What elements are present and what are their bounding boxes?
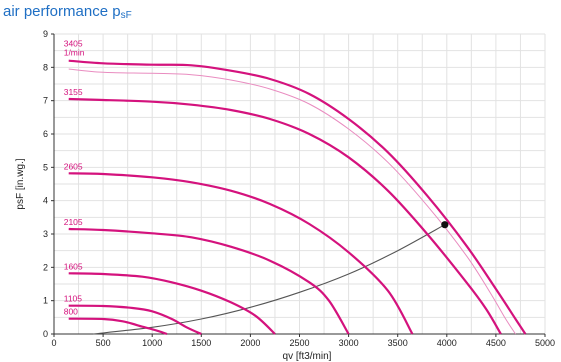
y-tick-label: 2 [43,262,48,272]
speed-label-1605: 1605 [64,261,83,271]
fan-curve-1605 [68,272,276,335]
fan-curve-800 [68,317,168,336]
x-tick-label: 1000 [142,338,162,348]
chart-axes [51,33,546,337]
x-tick-label: 4000 [437,338,457,348]
speed-label-2105: 2105 [64,217,83,227]
system-curve [93,224,446,335]
x-tick-label: 3000 [339,338,359,348]
speed-label-800: 800 [64,307,78,317]
y-tick-label: 5 [43,162,48,172]
x-tick-label: 2000 [240,338,260,348]
fan-curve-2605 [68,172,414,335]
fan-curve-2105 [68,227,350,335]
y-tick-label: 7 [43,96,48,106]
speed-label-3155: 3155 [64,87,83,97]
x-tick-label: 0 [51,338,56,348]
x-axis-label: qv [ft3/min] [283,351,332,362]
operating-point [441,221,449,229]
y-tick-label: 6 [43,129,48,139]
x-tick-label: 4500 [486,338,506,348]
fan-curve-thin [68,68,516,335]
x-tick-label: 2500 [289,338,309,348]
system-curve-layer [93,224,446,335]
tick-labels-layer: 0 500 1000 1500 2000 2500 3000 3500 4000 4500 5000… [43,29,555,348]
x-tick-label: 3500 [388,338,408,348]
chart-title-main: air performance p [3,3,121,20]
y-tick-label: 9 [43,29,48,39]
x-tick-label: 1500 [191,338,211,348]
fan-curve-1105 [68,304,202,336]
speed-label-1105: 1105 [64,294,83,304]
speed-unit-label: 1/min [64,48,85,58]
speed-label-3405: 3405 [64,39,83,49]
chart-title: air performance psF [3,3,132,21]
x-tick-label: 500 [96,338,111,348]
fan-curve-3155 [68,97,502,335]
fan-curve-3405 [68,59,527,335]
fan-curves-layer [68,59,527,336]
y-axis-label: psF [in.wg.] [15,158,26,209]
chart-title-subscript: sF [120,10,132,21]
y-tick-label: 1 [43,296,48,306]
y-tick-label: 3 [43,229,48,239]
y-tick-label: 4 [43,196,48,206]
speed-label-2605: 2605 [64,161,83,171]
x-tick-label: 5000 [535,338,555,348]
y-tick-label: 0 [43,329,48,339]
y-tick-label: 8 [43,62,48,72]
